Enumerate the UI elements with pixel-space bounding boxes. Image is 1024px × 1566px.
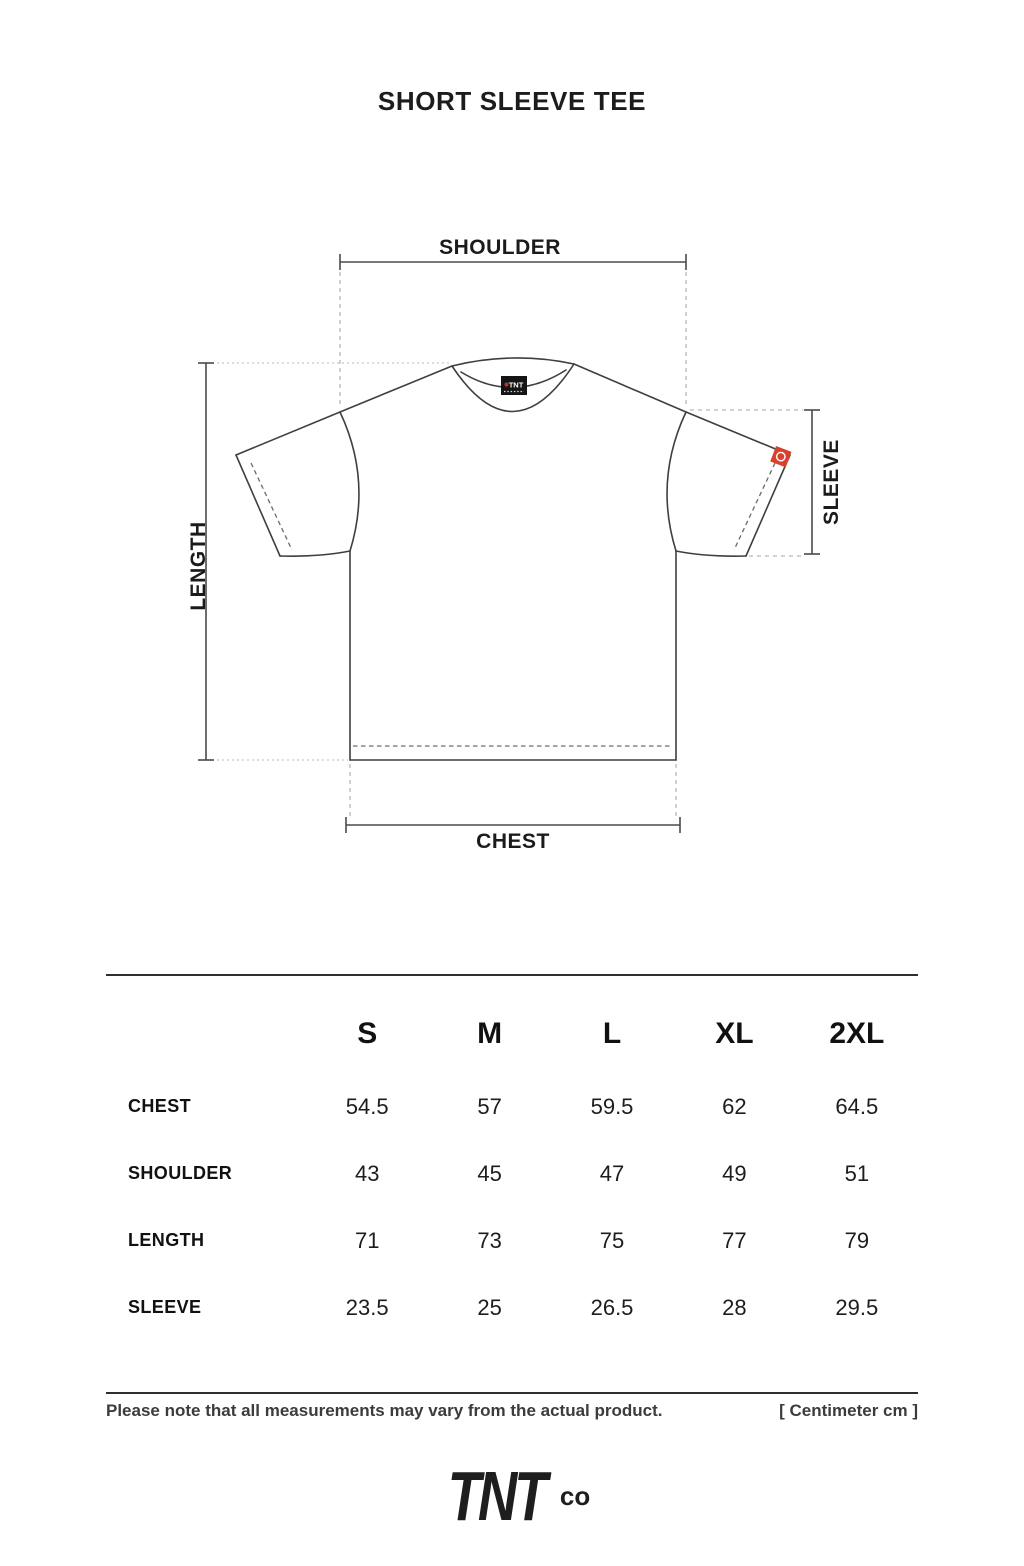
length-dimension-label: LENGTH [187, 521, 210, 610]
table-row-sleeve: SLEEVE 23.5 25 26.5 28 29.5 [106, 1274, 918, 1341]
cell-value: 59.5 [590, 1093, 634, 1119]
unit-indicator: [ Centimeter cm ] [779, 1401, 918, 1420]
row-label: SHOULDER [128, 1163, 233, 1183]
cell-value: 25 [477, 1294, 502, 1320]
sleeve-dimension-line [804, 409, 820, 555]
neck-label-text: TNT [509, 381, 524, 390]
page-title: SHORT SLEEVE TEE [377, 86, 647, 116]
cell-value: 73 [477, 1227, 502, 1253]
row-label: LENGTH [128, 1230, 205, 1250]
cell-value: 51 [844, 1160, 870, 1186]
tee-outline [235, 357, 791, 761]
cell-value: 77 [722, 1227, 747, 1253]
cell-value: 75 [599, 1227, 625, 1253]
tee-measurement-diagram: TNT SHOULDER LENGTH SLEEVE CHEST [187, 236, 843, 853]
cell-value: 57 [477, 1093, 502, 1119]
table-row-chest: CHEST 54.5 57 59.5 62 64.5 [106, 1073, 918, 1140]
brand-logo-co: co [559, 1481, 591, 1511]
footer-rule [106, 1392, 918, 1394]
chest-dimension-line [345, 817, 681, 833]
cell-value: 43 [354, 1160, 380, 1186]
size-header-m: M [477, 1017, 503, 1050]
shoulder-dimension-line [339, 254, 687, 270]
stitch-lines [250, 462, 776, 747]
guide-lines [339, 272, 803, 817]
size-table: S M L XL 2XL CHEST 54.5 57 59.5 62 64.5 … [106, 974, 918, 1341]
brand-logo-tnt: TNT [447, 1457, 547, 1535]
cell-value: 64.5 [835, 1093, 879, 1119]
cell-value: 28 [722, 1294, 747, 1320]
cell-value: 62 [722, 1093, 747, 1119]
size-header-row: S M L XL 2XL [106, 1016, 918, 1052]
cell-value: 26.5 [590, 1294, 634, 1320]
cell-value: 29.5 [835, 1294, 879, 1320]
size-header-s: S [357, 1017, 378, 1050]
cell-value: 54.5 [345, 1093, 389, 1119]
neck-label-dot-icon [504, 382, 509, 387]
shoulder-dimension-label: SHOULDER [439, 236, 561, 259]
size-header-2xl: 2XL [829, 1017, 885, 1050]
footer: Please note that all measurements may va… [106, 1392, 918, 1421]
table-top-rule [106, 974, 918, 976]
length-guide-dotted [207, 362, 450, 761]
table-row-length: LENGTH 71 73 75 77 79 [106, 1207, 918, 1274]
cell-value: 49 [722, 1160, 747, 1186]
neck-label: TNT [501, 376, 527, 395]
row-label: SLEEVE [128, 1297, 202, 1317]
size-header-xl: XL [715, 1017, 754, 1050]
cell-value: 71 [354, 1227, 380, 1253]
cell-value: 45 [477, 1160, 502, 1186]
brand-logo: TNT co [0, 1457, 1024, 1535]
length-dimension-line [198, 362, 214, 761]
cell-value: 23.5 [345, 1294, 389, 1320]
table-row-shoulder: SHOULDER 43 45 47 49 51 [106, 1140, 918, 1207]
cell-value: 47 [599, 1160, 625, 1186]
chest-dimension-label: CHEST [476, 830, 550, 853]
cell-value: 79 [844, 1227, 870, 1253]
measurement-disclaimer: Please note that all measurements may va… [106, 1401, 663, 1420]
sleeve-dimension-label: SLEEVE [820, 439, 843, 525]
row-label: CHEST [128, 1096, 192, 1116]
size-header-l: L [602, 1017, 622, 1050]
red-sleeve-tag-icon [770, 446, 792, 468]
